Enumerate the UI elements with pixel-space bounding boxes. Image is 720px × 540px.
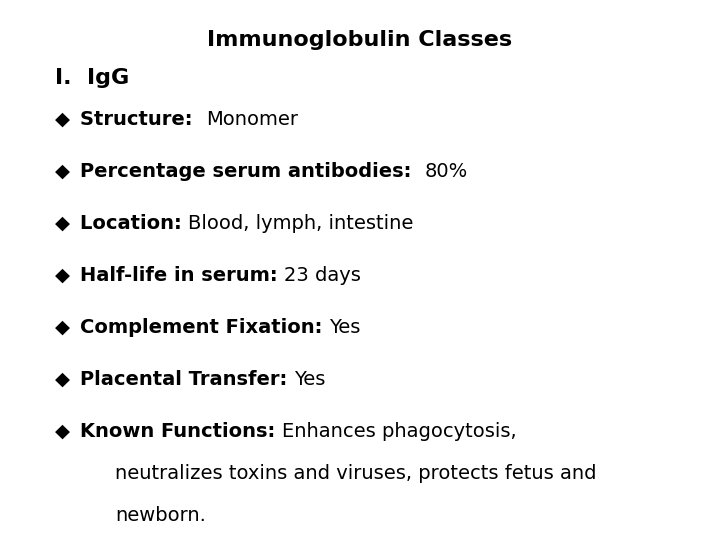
Text: ◆: ◆ (55, 422, 70, 441)
Text: I.  IgG: I. IgG (55, 68, 130, 88)
Text: 23 days: 23 days (284, 266, 361, 285)
Text: 80%: 80% (425, 162, 468, 181)
Text: neutralizes toxins and viruses, protects fetus and: neutralizes toxins and viruses, protects… (115, 464, 596, 483)
Text: Complement Fixation:: Complement Fixation: (80, 318, 329, 337)
Text: ◆: ◆ (55, 318, 70, 337)
Text: Blood, lymph, intestine: Blood, lymph, intestine (189, 214, 414, 233)
Text: Immunoglobulin Classes: Immunoglobulin Classes (207, 30, 513, 50)
Text: Structure:: Structure: (80, 110, 206, 129)
Text: Enhances phagocytosis,: Enhances phagocytosis, (282, 422, 517, 441)
Text: Known Functions:: Known Functions: (80, 422, 282, 441)
Text: Half-life in serum:: Half-life in serum: (80, 266, 284, 285)
Text: Location:: Location: (80, 214, 189, 233)
Text: ◆: ◆ (55, 370, 70, 389)
Text: Placental Transfer:: Placental Transfer: (80, 370, 294, 389)
Text: Yes: Yes (329, 318, 361, 337)
Text: ◆: ◆ (55, 110, 70, 129)
Text: ◆: ◆ (55, 162, 70, 181)
Text: Monomer: Monomer (206, 110, 298, 129)
Text: ◆: ◆ (55, 266, 70, 285)
Text: ◆: ◆ (55, 214, 70, 233)
Text: Yes: Yes (294, 370, 325, 389)
Text: newborn.: newborn. (115, 506, 206, 525)
Text: Percentage serum antibodies:: Percentage serum antibodies: (80, 162, 425, 181)
